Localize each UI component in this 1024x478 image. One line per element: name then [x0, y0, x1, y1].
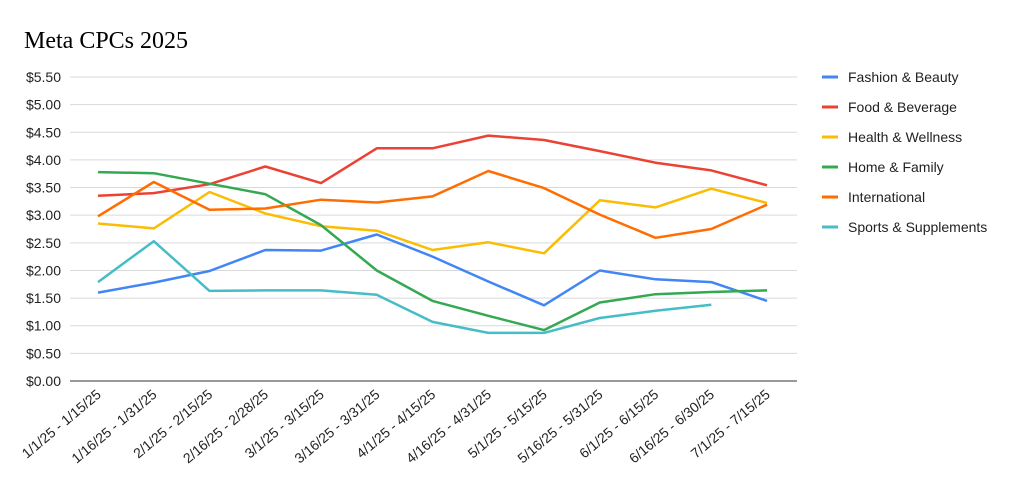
y-tick-label: $0.00 — [26, 373, 61, 389]
legend-label: Health & Wellness — [848, 129, 962, 145]
y-tick-label: $3.00 — [26, 207, 61, 223]
legend-label: International — [848, 189, 925, 205]
y-tick-label: $3.50 — [26, 180, 61, 196]
legend-label: Sports & Supplements — [848, 219, 987, 235]
y-tick-label: $4.00 — [26, 152, 61, 168]
series-line-sports-supplements — [97, 239, 712, 335]
series-line-health-wellness — [97, 187, 768, 255]
y-tick-label: $1.00 — [26, 318, 61, 334]
series-line-international — [97, 169, 768, 240]
y-tick-label: $2.00 — [26, 262, 61, 278]
series-line-food-beverage — [97, 134, 768, 198]
chart-title: Meta CPCs 2025 — [24, 28, 188, 54]
series-line-fashion-beauty — [97, 233, 768, 307]
y-tick-label: $0.50 — [26, 345, 61, 361]
legend-label: Food & Beverage — [848, 99, 957, 115]
y-tick-label: $2.50 — [26, 235, 61, 251]
y-tick-label: $4.50 — [26, 124, 61, 140]
y-tick-label: $5.00 — [26, 97, 61, 113]
y-tick-label: $5.50 — [26, 69, 61, 85]
legend-label: Home & Family — [848, 159, 944, 175]
y-tick-label: $1.50 — [26, 290, 61, 306]
series-line-home-family — [97, 170, 768, 332]
legend-label: Fashion & Beauty — [848, 69, 959, 85]
